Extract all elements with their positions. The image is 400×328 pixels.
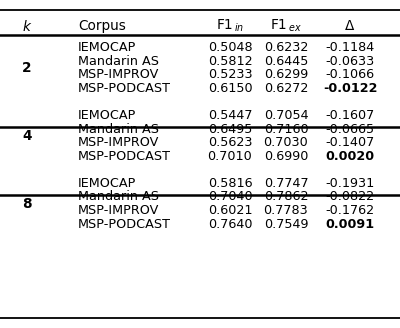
Text: -0.1066: -0.1066 bbox=[326, 68, 374, 81]
Text: -0.1184: -0.1184 bbox=[325, 41, 375, 54]
Text: 2: 2 bbox=[22, 61, 32, 75]
Text: 0.0091: 0.0091 bbox=[326, 218, 374, 231]
Text: 0.5816: 0.5816 bbox=[208, 177, 252, 190]
Text: 0.5623: 0.5623 bbox=[208, 136, 252, 149]
Text: -0.1607: -0.1607 bbox=[325, 109, 375, 122]
Text: 0.7160: 0.7160 bbox=[264, 123, 308, 135]
Text: 0.6445: 0.6445 bbox=[264, 55, 308, 68]
Text: -0.0633: -0.0633 bbox=[325, 55, 375, 68]
Text: 0.6272: 0.6272 bbox=[264, 82, 308, 95]
Text: -0.0665: -0.0665 bbox=[326, 123, 374, 135]
Text: 0.7549: 0.7549 bbox=[264, 218, 308, 231]
Text: 0.6990: 0.6990 bbox=[264, 150, 308, 163]
Text: MSP-IMPROV: MSP-IMPROV bbox=[78, 204, 159, 217]
Text: 0.5447: 0.5447 bbox=[208, 109, 252, 122]
Text: IEMOCAP: IEMOCAP bbox=[78, 41, 136, 54]
Text: Mandarin AS: Mandarin AS bbox=[78, 55, 159, 68]
Text: 0.5812: 0.5812 bbox=[208, 55, 252, 68]
Text: Corpus: Corpus bbox=[78, 19, 126, 33]
Text: 0.7640: 0.7640 bbox=[208, 218, 252, 231]
Text: 0.7783: 0.7783 bbox=[264, 204, 308, 217]
Text: MSP-PODCAST: MSP-PODCAST bbox=[78, 150, 171, 163]
Text: $k$: $k$ bbox=[22, 19, 32, 34]
Text: 0.7030: 0.7030 bbox=[264, 136, 308, 149]
Text: 0.7862: 0.7862 bbox=[264, 191, 308, 203]
Text: IEMOCAP: IEMOCAP bbox=[78, 177, 136, 190]
Text: $\Delta$: $\Delta$ bbox=[344, 19, 356, 33]
Text: 0.5048: 0.5048 bbox=[208, 41, 252, 54]
Text: -0.0122: -0.0122 bbox=[323, 82, 377, 95]
Text: 0.6021: 0.6021 bbox=[208, 204, 252, 217]
Text: 0.7010: 0.7010 bbox=[208, 150, 252, 163]
Text: 0.5233: 0.5233 bbox=[208, 68, 252, 81]
Text: IEMOCAP: IEMOCAP bbox=[78, 109, 136, 122]
Text: 0.0020: 0.0020 bbox=[326, 150, 374, 163]
Text: 0.7054: 0.7054 bbox=[264, 109, 308, 122]
Text: 0.6299: 0.6299 bbox=[264, 68, 308, 81]
Text: -0.0822: -0.0822 bbox=[326, 191, 374, 203]
Text: MSP-PODCAST: MSP-PODCAST bbox=[78, 218, 171, 231]
Text: MSP-PODCAST: MSP-PODCAST bbox=[78, 82, 171, 95]
Text: -0.1931: -0.1931 bbox=[325, 177, 375, 190]
Text: F1$_{\,in}$: F1$_{\,in}$ bbox=[216, 18, 244, 34]
Text: 0.6232: 0.6232 bbox=[264, 41, 308, 54]
Text: -0.1407: -0.1407 bbox=[325, 136, 375, 149]
Text: MSP-IMPROV: MSP-IMPROV bbox=[78, 68, 159, 81]
Text: 4: 4 bbox=[22, 129, 32, 143]
Text: 8: 8 bbox=[22, 197, 32, 211]
Text: 0.6495: 0.6495 bbox=[208, 123, 252, 135]
Text: Mandarin AS: Mandarin AS bbox=[78, 191, 159, 203]
Text: 0.6150: 0.6150 bbox=[208, 82, 252, 95]
Text: MSP-IMPROV: MSP-IMPROV bbox=[78, 136, 159, 149]
Text: 0.7040: 0.7040 bbox=[208, 191, 252, 203]
Text: -0.1762: -0.1762 bbox=[326, 204, 374, 217]
Text: F1$_{\,ex}$: F1$_{\,ex}$ bbox=[270, 18, 302, 34]
Text: 0.7747: 0.7747 bbox=[264, 177, 308, 190]
Text: Mandarin AS: Mandarin AS bbox=[78, 123, 159, 135]
